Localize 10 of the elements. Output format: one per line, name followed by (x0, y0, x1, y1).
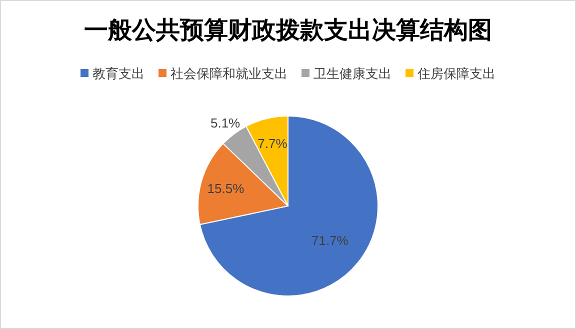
chart-title: 一般公共预算财政拨款支出决算结构图 (84, 17, 492, 44)
legend-label: 卫生健康支出 (314, 66, 392, 81)
data-label: 5.1% (210, 116, 241, 131)
data-label: 15.5% (207, 181, 245, 196)
data-label: 7.7% (258, 136, 288, 152)
data-label: 71.7% (311, 233, 349, 248)
pie-slice (199, 116, 378, 296)
legend-label: 教育支出 (92, 66, 144, 81)
legend-label: 住房保障支出 (416, 66, 496, 81)
legend-label: 社会保障和就业支出 (170, 66, 288, 81)
